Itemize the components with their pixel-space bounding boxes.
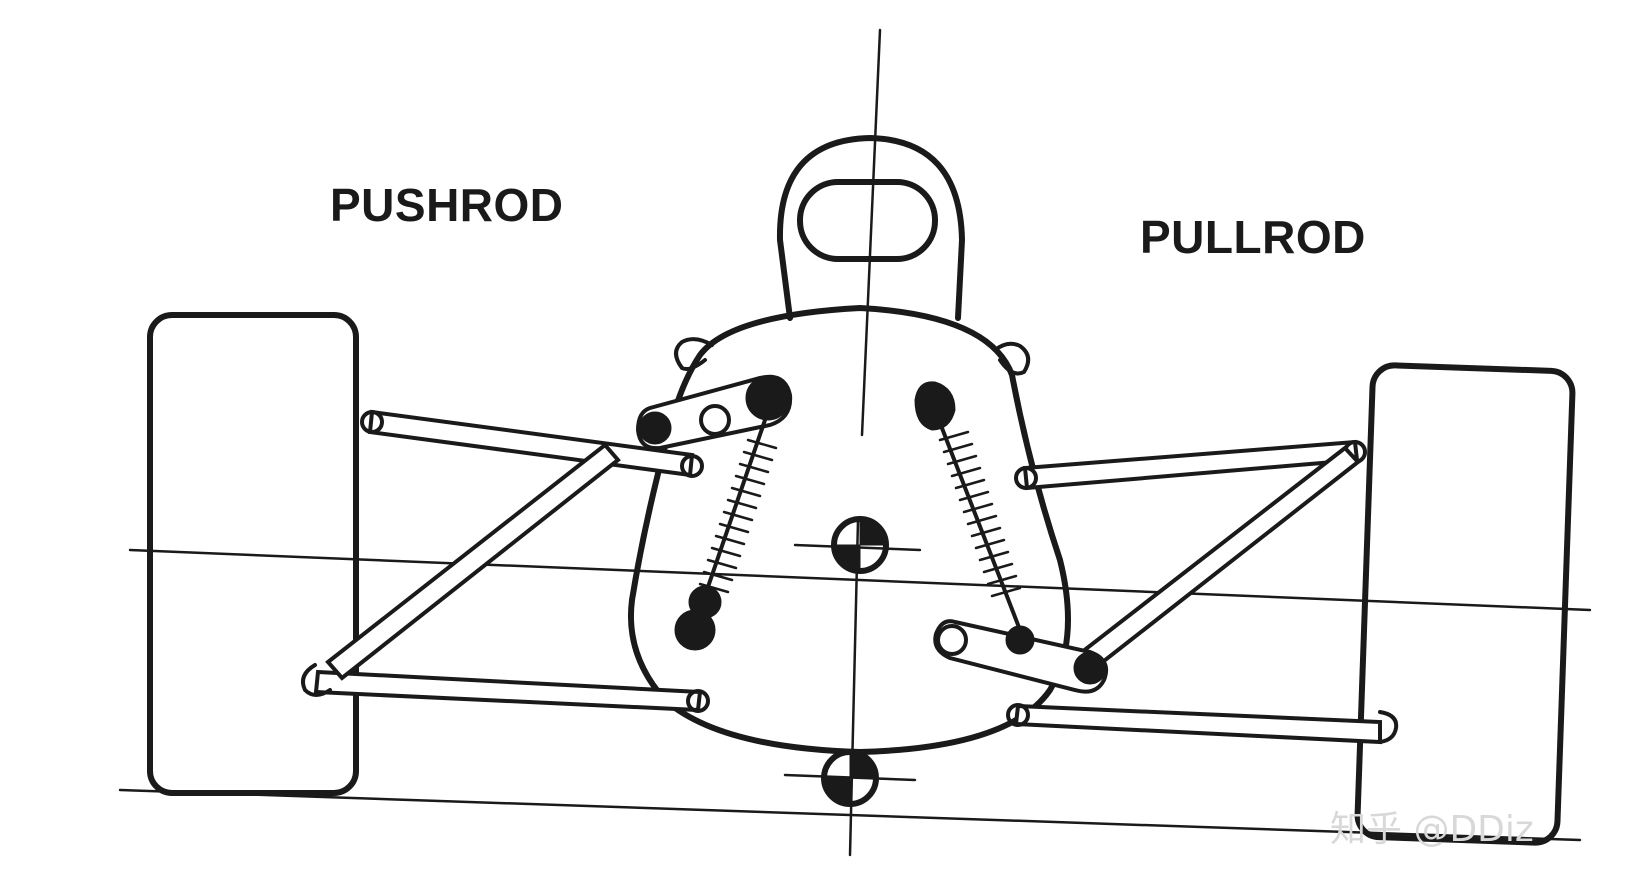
left-wheel xyxy=(147,312,359,796)
helmet xyxy=(776,135,965,321)
left-upper-wishbone-outer-joint xyxy=(360,410,384,434)
centerline-upper xyxy=(860,28,882,437)
left-rocker-pivot xyxy=(638,411,672,445)
right-rocker-pullrod-joint xyxy=(1073,651,1107,685)
roll-center-crossbar xyxy=(783,773,917,782)
right-wheel xyxy=(1354,362,1576,846)
helmet-visor xyxy=(797,179,938,262)
pushrod-label: PUSHROD xyxy=(330,179,564,231)
left-rocker-damper-mount xyxy=(745,375,791,421)
left-upper-wishbone-inner-joint xyxy=(680,454,704,478)
right-lower-wishbone xyxy=(1013,703,1382,745)
left-rocker-link-joint xyxy=(699,404,731,436)
right-upper-wishbone-inner-joint xyxy=(1014,466,1038,490)
reference-line xyxy=(128,548,1592,612)
watermark: 知乎 @DDiz xyxy=(1330,809,1534,850)
chassis-ear-left xyxy=(674,337,714,371)
left-lower-wishbone-inner-joint xyxy=(686,689,710,713)
right-rocker-pivot xyxy=(936,624,968,656)
chassis xyxy=(628,305,1071,755)
pullrod-label: PULLROD xyxy=(1140,211,1366,263)
right-upright-joint xyxy=(1378,710,1399,744)
right-spring-coils xyxy=(938,430,1022,598)
left-pushrod xyxy=(325,442,621,681)
left-lower-wishbone xyxy=(313,669,703,713)
right-damper-upper-mount xyxy=(914,381,956,431)
right-lower-wishbone-inner-joint xyxy=(1006,703,1030,727)
chassis-ear-right xyxy=(993,341,1031,376)
centerline-lower xyxy=(848,518,860,857)
left-spring-coils xyxy=(698,438,778,594)
left-damper-lower-mount xyxy=(674,609,716,651)
center-of-gravity-crossbar xyxy=(793,543,922,552)
left-upright-joint xyxy=(301,663,332,697)
